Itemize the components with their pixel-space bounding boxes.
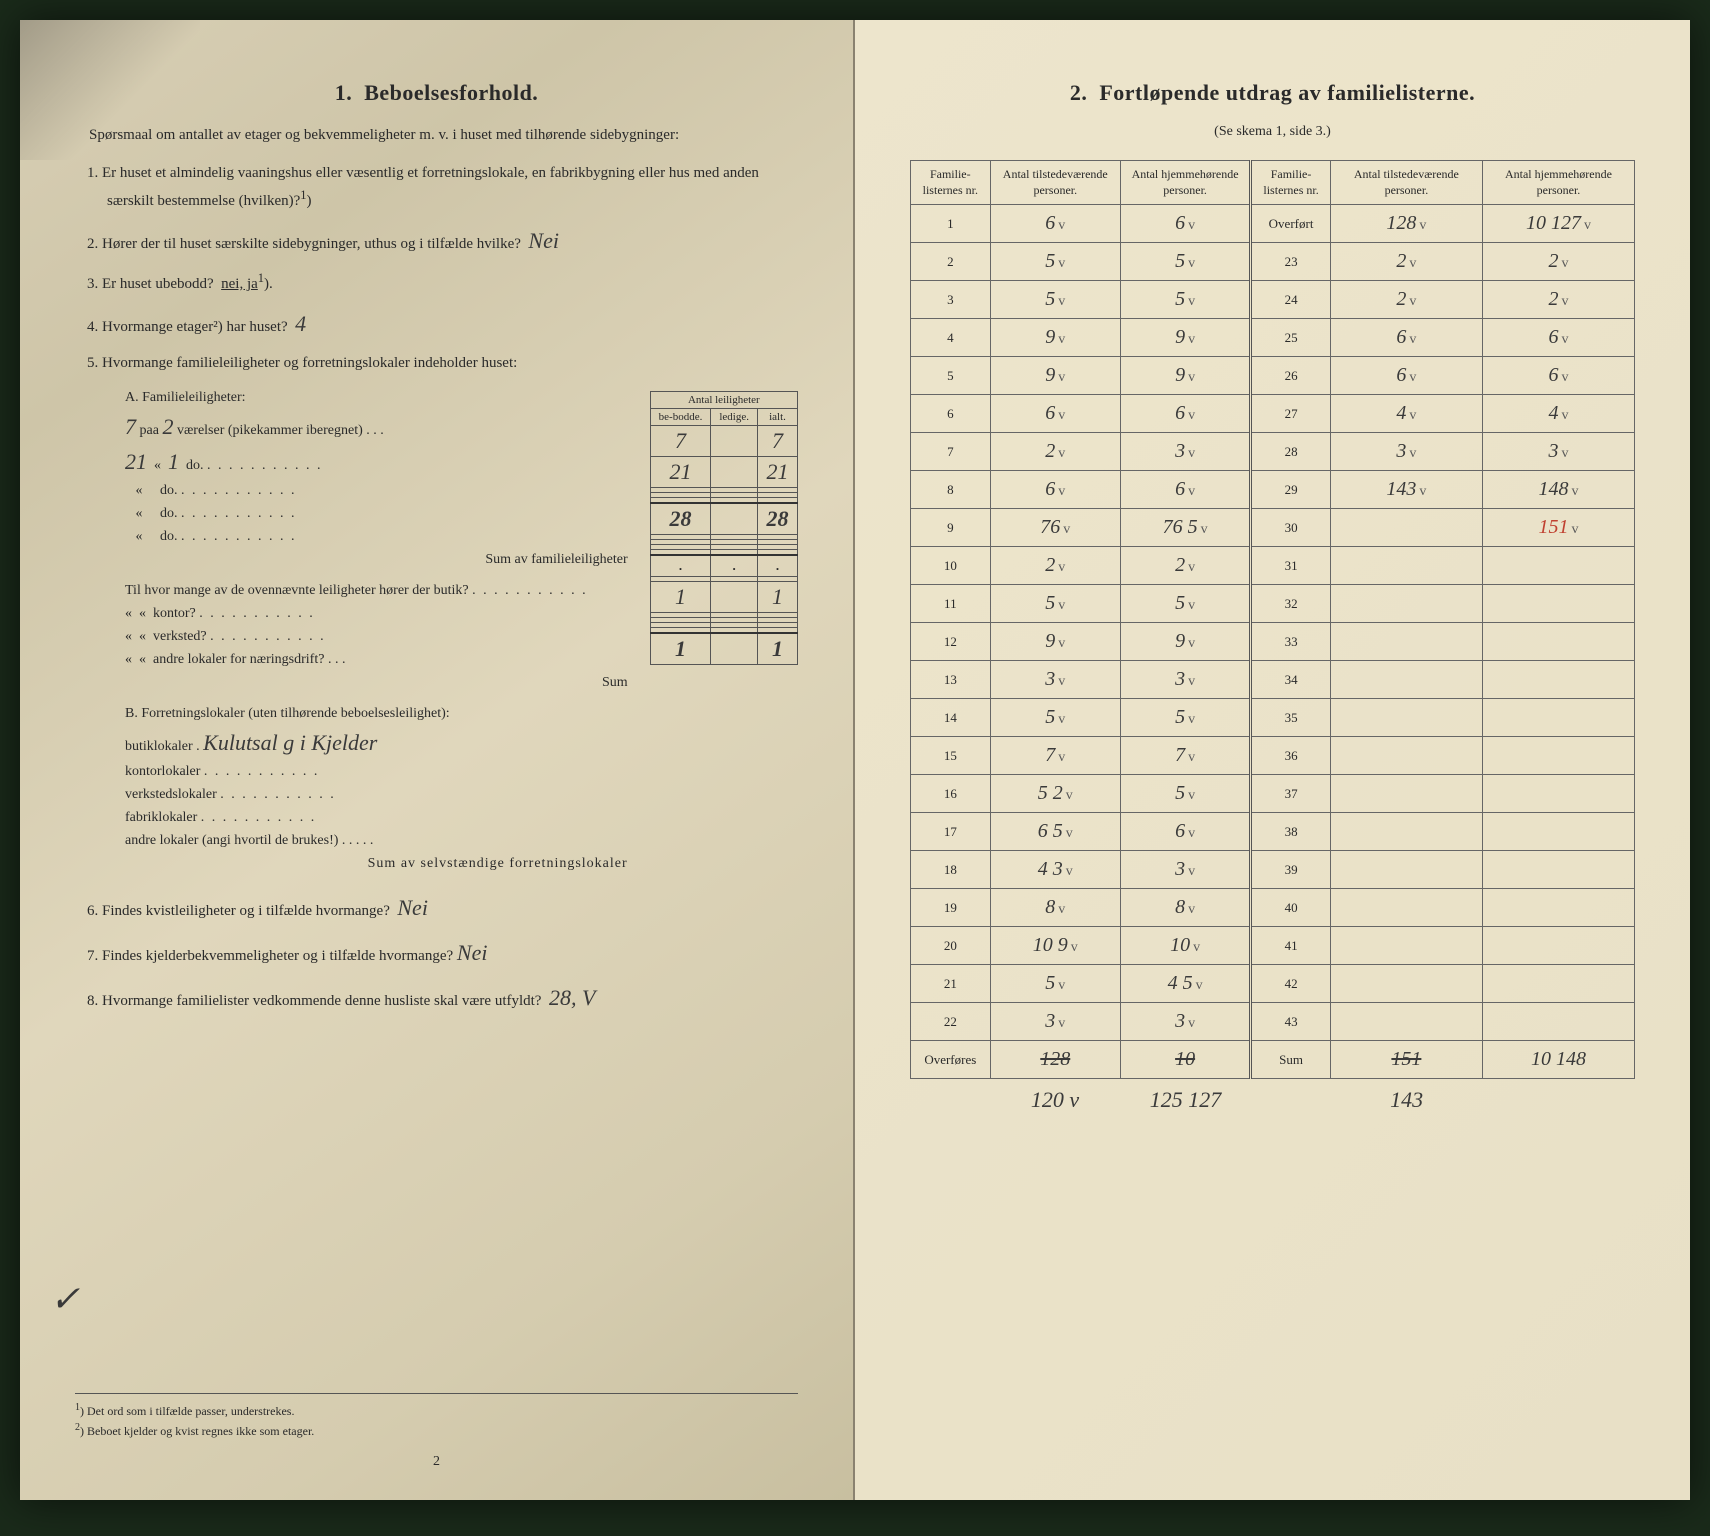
q6: 6. Findes kvistleiligheter og i tilfælde… xyxy=(75,890,798,925)
b-butik: butiklokaler . Kulutsal g i Kjelder xyxy=(125,726,638,759)
q7: 7. Findes kjelderbekvemmeligheter og i t… xyxy=(75,935,798,970)
table-row: 198v8v40 xyxy=(911,889,1635,927)
family-list-table: Familie-listernes nr. Antal tilstedevære… xyxy=(910,160,1635,1079)
q4: 4. Hvormange etager²) har huset? 4 xyxy=(75,306,798,341)
table-row: 184 3v3v39 xyxy=(911,851,1635,889)
left-title: 1. Beboelsesforhold. xyxy=(75,80,798,106)
section-b-title: B. Forretningslokaler (uten tilhørende b… xyxy=(125,703,638,724)
section-a-title: A. Familieleiligheter: xyxy=(125,387,638,408)
a-row2: 21 « 1 do. xyxy=(125,445,638,478)
table-row: 2010 9v10v41 xyxy=(911,927,1635,965)
q8: 8. Hvormange familielister vedkommende d… xyxy=(75,980,798,1015)
overfores-label: Overføres xyxy=(911,1041,991,1079)
q1: 1. Er huset et almindelig vaaningshus el… xyxy=(75,161,798,213)
q3: 3. Er huset ubebodd? nei, ja1). xyxy=(75,268,798,296)
q5: 5. Hvormange familieleiligheter og forre… xyxy=(75,351,798,375)
table-row: 223v3v43 xyxy=(911,1003,1635,1041)
margin-checkmark: ✓ xyxy=(50,1278,80,1320)
right-page: 2. Fortløpende utdrag av familielisterne… xyxy=(855,20,1690,1500)
q4-answer: 4 xyxy=(295,311,306,336)
table-row: 49v9v256v6v xyxy=(911,319,1635,357)
table-row: 86v6v29143v148v xyxy=(911,471,1635,509)
b-sum-label: Sum av selvstændige forretningslokaler xyxy=(125,853,638,874)
table-row: 165 2v5v37 xyxy=(911,775,1635,813)
table-row: 102v2v31 xyxy=(911,547,1635,585)
table-row: 133v3v34 xyxy=(911,661,1635,699)
til-butik: Til hvor mange av de ovennævnte leilighe… xyxy=(125,580,638,601)
table-row: 976v76 5v30151v xyxy=(911,509,1635,547)
book-spread: 1. Beboelsesforhold. Spørsmaal om antall… xyxy=(20,20,1690,1500)
a-sum-label: Sum av familieleiligheter xyxy=(125,549,638,570)
below-table-notes: 120 v 125 127 143 xyxy=(910,1087,1635,1113)
left-page: 1. Beboelsesforhold. Spørsmaal om antall… xyxy=(20,20,855,1500)
table-row: 157v7v36 xyxy=(911,737,1635,775)
leiligheter-table: Antal leiligheter be-bodde. ledige. ialt… xyxy=(650,391,798,665)
table-row: 35v5v242v2v xyxy=(911,281,1635,319)
a-row1: 7 paa 2 værelser (pikekammer iberegnet) … xyxy=(125,410,638,443)
table-row: 115v5v32 xyxy=(911,585,1635,623)
table-row: 16v6vOverført128v10 127v xyxy=(911,205,1635,243)
footnotes: 1) Det ord som i tilfælde passer, unders… xyxy=(75,1393,798,1440)
right-subtitle: (Se skema 1, side 3.) xyxy=(910,124,1635,140)
table-row: 59v9v266v6v xyxy=(911,357,1635,395)
table-row: 215v4 5v42 xyxy=(911,965,1635,1003)
q2: 2. Hører der til huset særskilte sidebyg… xyxy=(75,223,798,258)
table-row: 129v9v33 xyxy=(911,623,1635,661)
right-title: 2. Fortløpende utdrag av familielisterne… xyxy=(910,80,1635,106)
table-row: 72v3v283v3v xyxy=(911,433,1635,471)
intro-text: Spørsmaal om antallet av etager og bekve… xyxy=(75,124,798,147)
table-row: 25v5v232v2v xyxy=(911,243,1635,281)
q2-answer: Nei xyxy=(528,228,559,253)
table-row: 176 5v6v38 xyxy=(911,813,1635,851)
table-row: 66v6v274v4v xyxy=(911,395,1635,433)
page-number: 2 xyxy=(433,1454,440,1470)
sum-label: Sum xyxy=(1251,1041,1331,1079)
table-row: 145v5v35 xyxy=(911,699,1635,737)
